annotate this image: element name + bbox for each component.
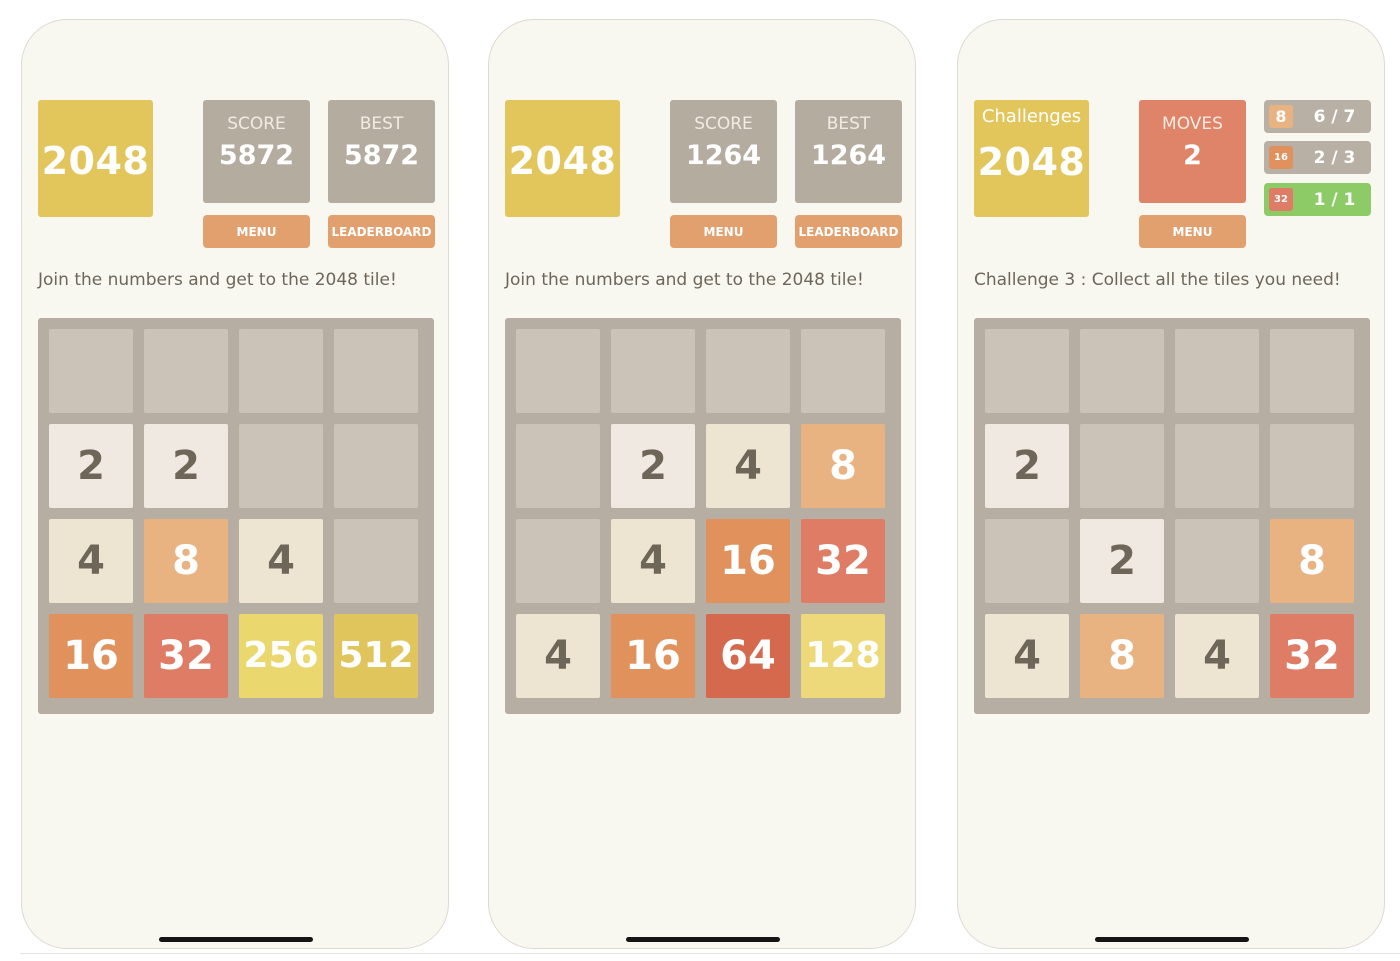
logo-text: 2048 bbox=[508, 139, 617, 183]
tile-4: 4 bbox=[1175, 614, 1259, 698]
empty-cell bbox=[801, 329, 885, 413]
divider bbox=[20, 953, 1400, 954]
empty-cell bbox=[706, 329, 790, 413]
phone-screen-classic-1: 2048 SCORE 5872 BEST 5872 MENU LEADERBOA… bbox=[21, 19, 449, 949]
tile-2: 2 bbox=[144, 424, 228, 508]
game-board[interactable]: 2 4 8 4 16 32 4 16 64 128 bbox=[505, 318, 901, 714]
goal-progress: 2 / 3 bbox=[1313, 148, 1356, 168]
logo-subtitle: Challenges bbox=[981, 106, 1082, 127]
phone-screen-challenge: Challenges 2048 MOVES 2 MENU 8 6 / 7 16 … bbox=[957, 19, 1385, 949]
home-indicator[interactable] bbox=[1095, 937, 1249, 942]
goal-progress: 6 / 7 bbox=[1313, 107, 1356, 127]
tile-32: 32 bbox=[801, 519, 885, 603]
empty-cell bbox=[49, 329, 133, 413]
goal-row: 8 6 / 7 bbox=[1264, 100, 1371, 133]
tile-256: 256 bbox=[239, 614, 323, 698]
score-box: SCORE 5872 bbox=[203, 100, 310, 203]
game-logo: 2048 bbox=[505, 100, 620, 217]
home-indicator[interactable] bbox=[626, 937, 780, 942]
goal-tile-chip: 32 bbox=[1269, 188, 1293, 211]
empty-cell bbox=[239, 329, 323, 413]
game-board[interactable]: 2 2 8 4 8 4 32 bbox=[974, 318, 1370, 714]
tile-32: 32 bbox=[144, 614, 228, 698]
goal-row: 32 1 / 1 bbox=[1264, 183, 1371, 216]
empty-cell bbox=[985, 519, 1069, 603]
best-value: 1264 bbox=[810, 140, 887, 171]
empty-cell bbox=[1175, 329, 1259, 413]
phone-screen-classic-2: 2048 SCORE 1264 BEST 1264 MENU LEADERBOA… bbox=[488, 19, 916, 949]
tile-4: 4 bbox=[985, 614, 1069, 698]
tile-16: 16 bbox=[49, 614, 133, 698]
tile-8: 8 bbox=[801, 424, 885, 508]
tile-8: 8 bbox=[144, 519, 228, 603]
tagline: Join the numbers and get to the 2048 til… bbox=[505, 270, 864, 290]
tile-32: 32 bbox=[1270, 614, 1354, 698]
logo-text: 2048 bbox=[41, 139, 150, 183]
score-label: SCORE bbox=[227, 114, 286, 134]
empty-cell bbox=[1175, 519, 1259, 603]
tile-16: 16 bbox=[611, 614, 695, 698]
tile-2: 2 bbox=[1080, 519, 1164, 603]
tile-4: 4 bbox=[49, 519, 133, 603]
tile-4: 4 bbox=[611, 519, 695, 603]
best-box: BEST 5872 bbox=[328, 100, 435, 203]
best-box: BEST 1264 bbox=[795, 100, 902, 203]
best-label: BEST bbox=[359, 114, 404, 134]
empty-cell bbox=[1270, 329, 1354, 413]
score-value: 5872 bbox=[218, 140, 295, 171]
empty-cell bbox=[334, 329, 418, 413]
goal-row: 16 2 / 3 bbox=[1264, 141, 1371, 174]
tile-4: 4 bbox=[239, 519, 323, 603]
goal-tile-chip: 8 bbox=[1269, 105, 1293, 128]
leaderboard-button[interactable]: LEADERBOARD bbox=[795, 215, 902, 248]
empty-cell bbox=[516, 519, 600, 603]
tile-512: 512 bbox=[334, 614, 418, 698]
empty-cell bbox=[1270, 424, 1354, 508]
goal-tile-chip: 16 bbox=[1269, 146, 1293, 169]
challenge-logo: Challenges 2048 bbox=[974, 100, 1089, 217]
logo-text: 2048 bbox=[977, 140, 1086, 184]
score-value: 1264 bbox=[685, 140, 762, 171]
leaderboard-button[interactable]: LEADERBOARD bbox=[328, 215, 435, 248]
empty-cell bbox=[334, 424, 418, 508]
best-label: BEST bbox=[826, 114, 871, 134]
tile-8: 8 bbox=[1080, 614, 1164, 698]
empty-cell bbox=[1080, 424, 1164, 508]
home-indicator[interactable] bbox=[159, 937, 313, 942]
tile-8: 8 bbox=[1270, 519, 1354, 603]
menu-button[interactable]: MENU bbox=[1139, 215, 1246, 248]
tile-64: 64 bbox=[706, 614, 790, 698]
empty-cell bbox=[144, 329, 228, 413]
moves-label: MOVES bbox=[1162, 114, 1223, 134]
tile-16: 16 bbox=[706, 519, 790, 603]
tile-4: 4 bbox=[706, 424, 790, 508]
tagline: Challenge 3 : Collect all the tiles you … bbox=[974, 270, 1341, 290]
menu-button[interactable]: MENU bbox=[670, 215, 777, 248]
score-label: SCORE bbox=[694, 114, 753, 134]
menu-button[interactable]: MENU bbox=[203, 215, 310, 248]
score-box: SCORE 1264 bbox=[670, 100, 777, 203]
empty-cell bbox=[516, 424, 600, 508]
tile-2: 2 bbox=[49, 424, 133, 508]
empty-cell bbox=[239, 424, 323, 508]
tile-128: 128 bbox=[801, 614, 885, 698]
empty-cell bbox=[985, 329, 1069, 413]
moves-box: MOVES 2 bbox=[1139, 100, 1246, 203]
best-value: 5872 bbox=[343, 140, 420, 171]
tile-4: 4 bbox=[516, 614, 600, 698]
empty-cell bbox=[334, 519, 418, 603]
goal-progress: 1 / 1 bbox=[1313, 190, 1356, 210]
empty-cell bbox=[1175, 424, 1259, 508]
game-board[interactable]: 2 2 4 8 4 16 32 256 512 bbox=[38, 318, 434, 714]
empty-cell bbox=[1080, 329, 1164, 413]
tile-2: 2 bbox=[611, 424, 695, 508]
tagline: Join the numbers and get to the 2048 til… bbox=[38, 270, 397, 290]
game-logo: 2048 bbox=[38, 100, 153, 217]
moves-value: 2 bbox=[1183, 140, 1202, 171]
tile-2: 2 bbox=[985, 424, 1069, 508]
empty-cell bbox=[611, 329, 695, 413]
empty-cell bbox=[516, 329, 600, 413]
